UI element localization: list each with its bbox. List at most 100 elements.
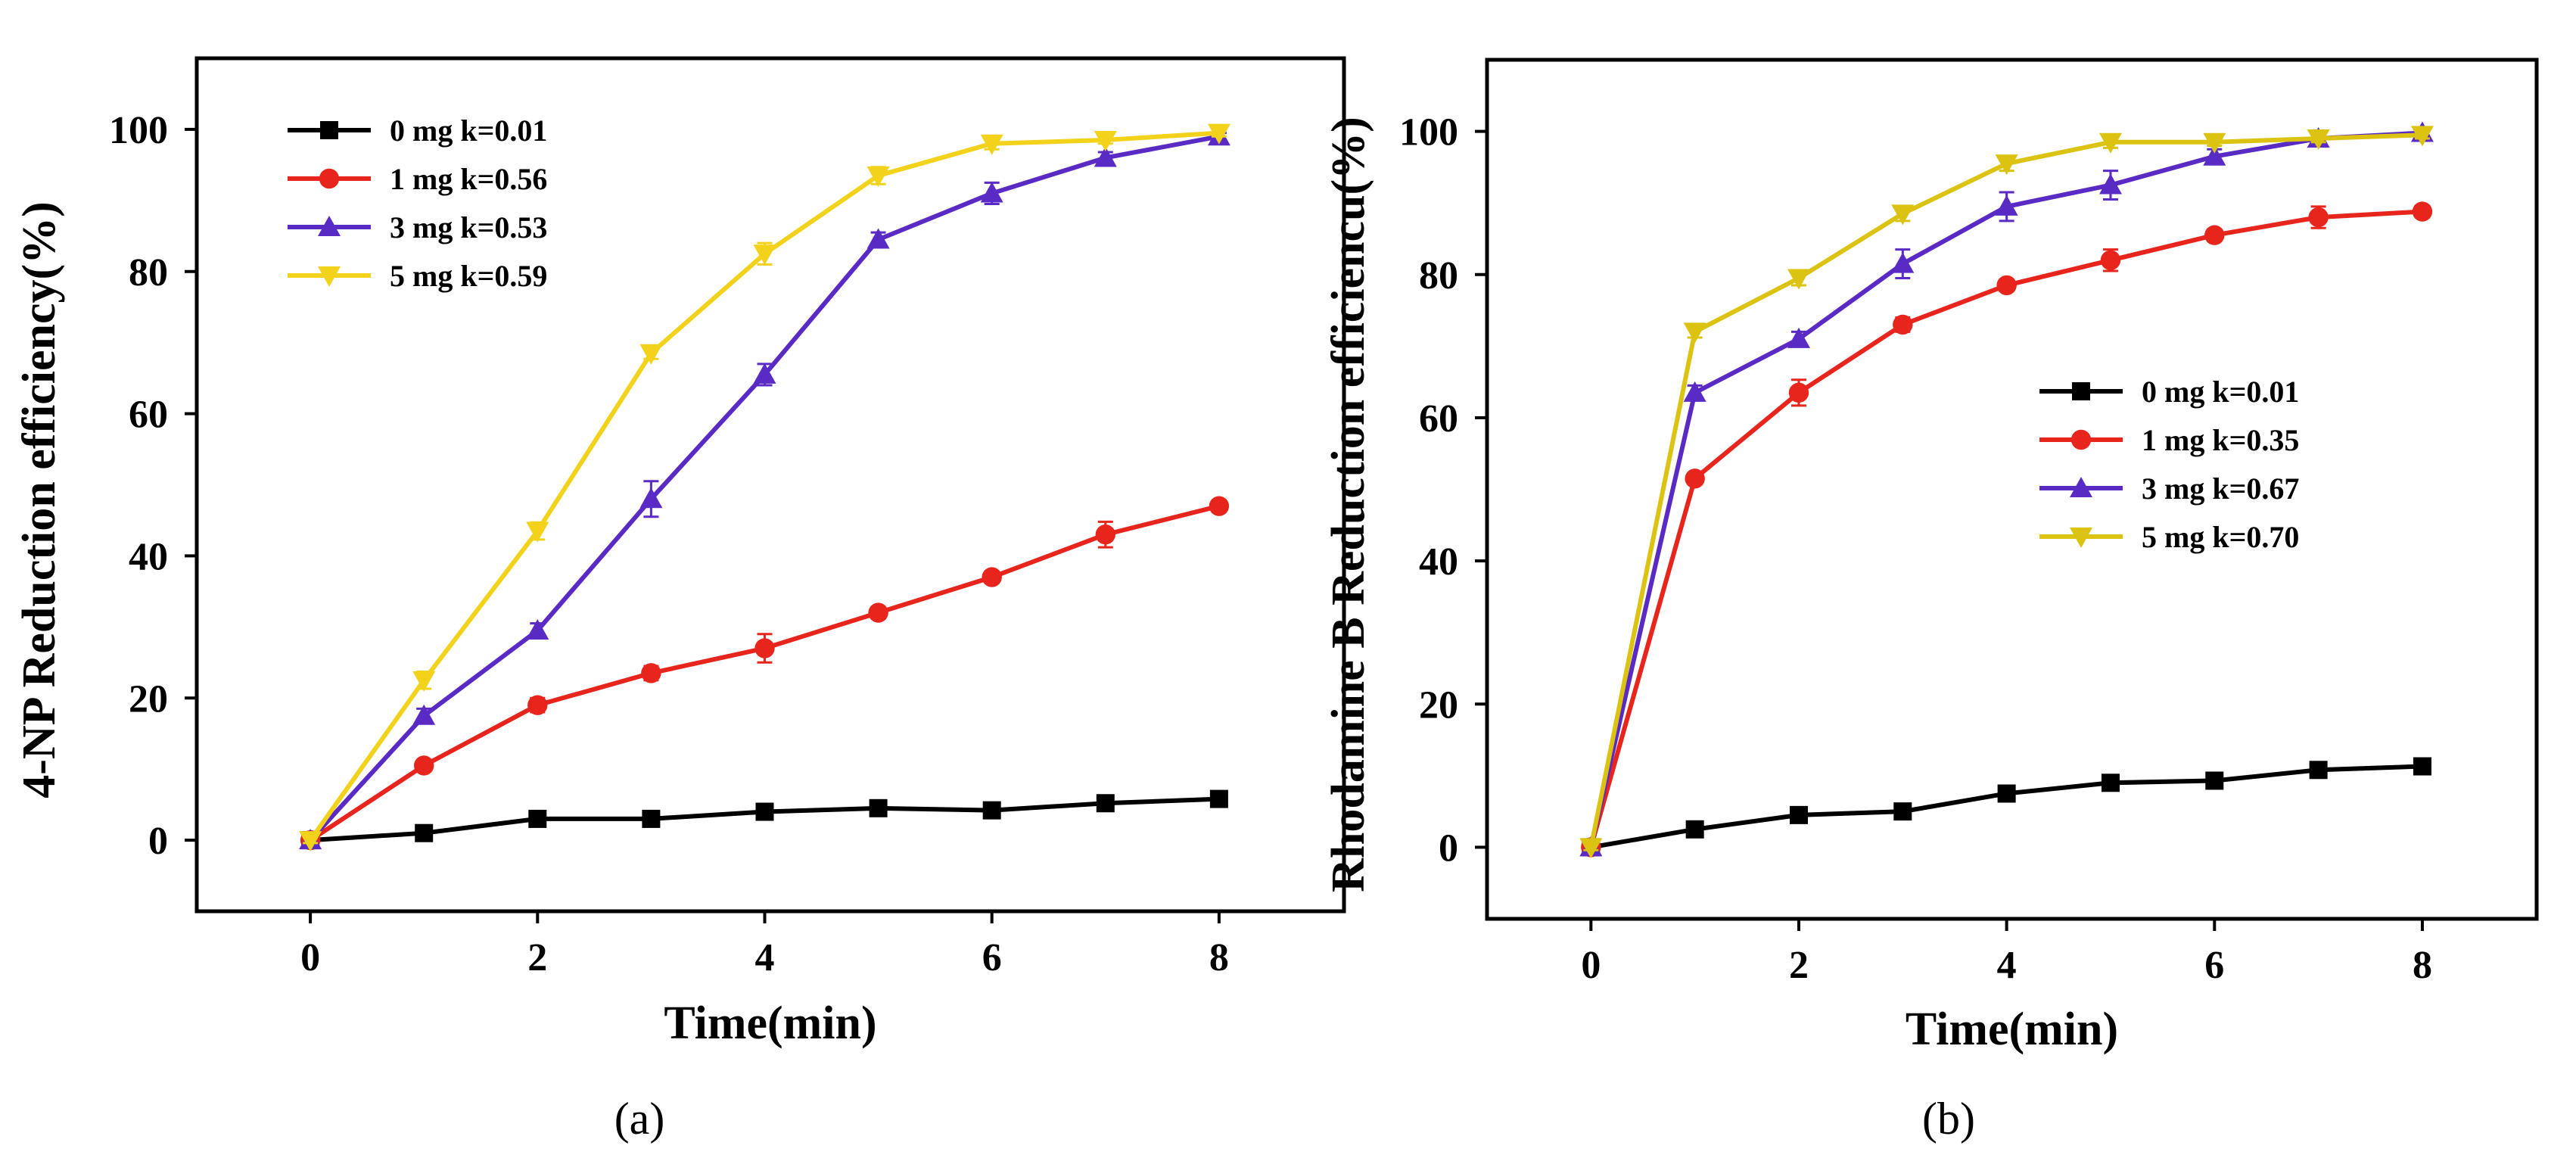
chart-a-legend: 0 mg k=0.01 1 mg k=0.56 3 mg k=0.53 5 mg k=… (288, 114, 547, 293)
chart-a-panel-label: (a) (614, 1094, 665, 1144)
chart-a-data-point (866, 166, 890, 187)
chart-a-data-point (755, 802, 774, 821)
chart-b-legend-marker (2072, 382, 2090, 400)
chart-b-data-point (2203, 145, 2226, 166)
chart-a-legend-label: 1 mg k=0.56 (390, 162, 547, 196)
chart-a-data-point (526, 619, 549, 640)
chart-b-x-tick-label: 2 (1789, 944, 1809, 987)
chart-b-y-axis-label: Rhodamine B Reduction efficiencu(%) (1323, 117, 1374, 892)
chart-a-data-point (754, 638, 775, 658)
chart-b-legend-marker (2070, 528, 2092, 548)
chart-a-y-tick-label: 40 (129, 535, 168, 578)
chart-b-data-point (1893, 314, 1913, 335)
chart-a-data-point (1095, 525, 1115, 545)
chart-b-data-point (1893, 802, 1912, 821)
chart-b-data-point (2205, 771, 2224, 790)
chart-b-legend-marker (2070, 429, 2092, 450)
chart-a-plot-frame (194, 56, 1346, 914)
chart-a-data-point (639, 487, 663, 509)
chart-a-data-point (866, 228, 890, 249)
chart-a-data-point (753, 363, 776, 384)
chart-b-data-point (2413, 757, 2431, 776)
chart-a-data-point (415, 823, 434, 842)
chart-a-series-0 (301, 789, 1228, 850)
chart-a-series-1 (300, 496, 1230, 851)
chart-b-data-point (1789, 805, 1808, 824)
chart-b-data-point (2410, 126, 2434, 147)
chart-a-x-tick-label: 8 (1209, 936, 1229, 979)
chart-b-panel-label: (b) (1922, 1094, 1975, 1144)
chart-a-x-tick-label: 2 (527, 936, 547, 979)
chart-b-data-point (2309, 761, 2328, 780)
chart-a-data-point (982, 801, 1001, 820)
chart-a-data-point (980, 182, 1003, 203)
chart-a-data-point (982, 567, 1002, 587)
chart-b-data-point (1683, 322, 1706, 344)
chart-a-data-point (528, 809, 547, 828)
chart-a-series-line (309, 503, 1220, 842)
chart-a-data-point (299, 831, 322, 852)
chart-b-data-point (1685, 468, 1705, 489)
chart-a-data-point (412, 704, 436, 725)
chart-a-data-point (868, 602, 888, 623)
chart-a-y-tick-label: 100 (109, 109, 168, 152)
chart-a-data-point (753, 244, 776, 266)
chart-a-series-3 (299, 123, 1230, 852)
chart-a-data-point (1094, 131, 1117, 152)
chart-a-data-point (527, 695, 548, 715)
chart-a-y-axis-label: 4-NP Reduction efficiency(%) (14, 201, 65, 798)
chart-a-data-point (641, 663, 661, 683)
chart-b-y-tick-label: 80 (1419, 254, 1458, 297)
chart-b-data-point (1787, 269, 1810, 290)
chart-a-data-point (642, 809, 661, 828)
chart-b-data-point (2203, 132, 2226, 154)
chart-b-y-tick-label: 40 (1419, 540, 1458, 584)
chart-b-legend-label: 3 mg k=0.67 (2142, 472, 2299, 506)
chart-b-data-point (1685, 820, 1704, 839)
chart-b-data-point (1579, 838, 1603, 859)
chart-a-data-point (526, 521, 549, 543)
chart-b-data-point (1891, 252, 1915, 273)
chart-a-data-point (1096, 794, 1115, 813)
chart-b-series-2 (1579, 121, 2434, 857)
chart-b-data-point (2100, 250, 2121, 271)
chart-a-y-tick-label: 80 (129, 251, 168, 294)
chart-a-legend-marker (318, 216, 341, 236)
chart-a-legend-marker (318, 266, 341, 287)
chart-b-data-point (1891, 204, 1915, 226)
chart-a-x-tick-label: 6 (982, 936, 1002, 979)
chart-a-data-point (413, 755, 434, 776)
chart-a-legend-label: 5 mg k=0.59 (390, 259, 547, 293)
chart-b-y-tick-label: 60 (1419, 397, 1458, 440)
chart-a-data-point (1209, 789, 1228, 808)
chart-a-x-axis-label: Time(min) (664, 998, 876, 1049)
chart-b-data-point (1995, 195, 2018, 216)
chart-a-data-point (1207, 123, 1230, 145)
chart-b-legend-label: 5 mg k=0.70 (2142, 520, 2299, 554)
chart-a-y-tick-label: 60 (129, 394, 168, 437)
chart-b-data-point (1788, 382, 1809, 403)
chart-b-data-point (1995, 154, 2018, 176)
chart-b-legend-marker (2070, 477, 2092, 497)
chart-b-y-tick-label: 0 (1439, 826, 1458, 870)
chart-b-legend: 0 mg k=0.01 1 mg k=0.35 3 mg k=0.67 5 mg k=… (2039, 375, 2299, 554)
chart-b-data-point (1997, 784, 2016, 803)
chart-a-data-point (980, 134, 1003, 155)
chart-b-data-point (1787, 327, 1810, 348)
chart-b-legend-label: 1 mg k=0.35 (2142, 423, 2299, 457)
chart-a-data-point (1094, 146, 1117, 167)
chart-b-series-3 (1579, 126, 2434, 859)
chart-b-data-point (2204, 225, 2225, 245)
chart-b-series-line (1590, 764, 2423, 850)
chart-b-data-point (2101, 774, 2120, 792)
chart-a-y-tick-label: 0 (148, 820, 168, 863)
chart-b-x-tick-label: 8 (2413, 944, 2432, 987)
chart-b-data-point (2098, 132, 2122, 154)
chart-a-data-point (639, 344, 663, 365)
chart-b-legend-label: 0 mg k=0.01 (2142, 375, 2299, 409)
chart-a-legend-marker (319, 168, 340, 189)
chart-b-y-tick-label: 20 (1419, 683, 1458, 727)
chart-b-series-0 (1582, 757, 2431, 857)
chart-a-x-tick-label: 0 (300, 936, 320, 979)
